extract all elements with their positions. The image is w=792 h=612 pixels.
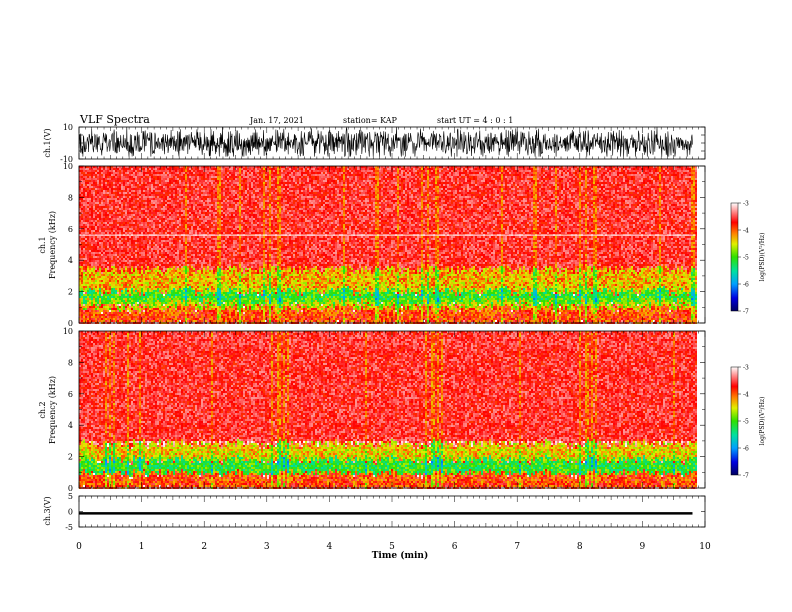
ch1-spectrogram-ytick-label: 2 xyxy=(68,288,73,297)
ch1-colorbar-tick-label: -7 xyxy=(743,309,749,316)
ch2-spectrogram-image xyxy=(79,331,697,489)
ch2-spectrogram-ytick-label: 2 xyxy=(68,453,73,462)
ch1-spectrogram-ytick-label: 8 xyxy=(68,193,73,202)
ch1-spectrogram-image xyxy=(79,166,697,324)
ch1-spectrogram-ylabel: Frequency (kHz) xyxy=(48,211,57,279)
ch2-colorbar-label: log(PSD)(V²/Hz) xyxy=(759,397,766,446)
time-tick-label: 7 xyxy=(514,542,520,552)
ch2-spectrogram-ytick-label: 10 xyxy=(63,327,73,336)
time-tick-label: 6 xyxy=(452,542,458,552)
ch2-colorbar xyxy=(731,367,738,475)
time-tick-label: 9 xyxy=(640,542,646,552)
ch1-waveform-ytick-label: 10 xyxy=(63,123,73,132)
ch1-colorbar xyxy=(731,203,738,311)
ch3-waveform-ylabel: ch.3(V) xyxy=(43,496,52,525)
ch2-spectrogram-ytick-label: 6 xyxy=(68,390,73,399)
ch2-colorbar-tick-label: -5 xyxy=(743,419,749,426)
ch2-channel-label: ch.2 xyxy=(38,401,47,418)
ch3-waveform-ytick-label: -5 xyxy=(65,523,73,532)
ch1-colorbar-ticks: -3 -4 -5 -6 -7 xyxy=(738,201,749,316)
ch1-waveform-ylabel: ch.1(V) xyxy=(43,128,52,157)
ch2-spectrogram-ylabel: Frequency (kHz) xyxy=(48,376,57,444)
ch2-colorbar-tick-label: -3 xyxy=(743,365,749,372)
ch2-spectrogram-ytick-label: 8 xyxy=(68,358,73,367)
start-time-label: start UT = 4 : 0 : 1 xyxy=(437,116,513,125)
ch1-channel-label: ch.1 xyxy=(38,236,47,253)
date-label: Jan. 17, 2021 xyxy=(249,116,304,125)
ch1-spectrogram-ytick-label: 10 xyxy=(63,162,73,171)
ch1-spectrogram-ytick-label: 6 xyxy=(68,225,73,234)
ch1-spectrogram-ytick-label: 4 xyxy=(68,256,73,265)
ch2-colorbar-tick-label: -7 xyxy=(743,473,749,480)
ch1-waveform-panel: 10-10 ch.1(V) xyxy=(43,123,705,164)
ch3-waveform-trace xyxy=(79,512,692,514)
ch2-colorbar-tick-label: -4 xyxy=(743,392,749,399)
ch2-colorbar-tick-label: -6 xyxy=(743,446,749,453)
time-axis-label: Time (min) xyxy=(372,550,429,561)
time-tick-label: 10 xyxy=(699,542,711,552)
chart-title: VLF Spectra xyxy=(79,113,150,126)
ch1-colorbar-tick-label: -6 xyxy=(743,282,749,289)
ch3-waveform-ytick-label: 5 xyxy=(68,492,73,501)
ch1-colorbar-tick-label: -4 xyxy=(743,228,749,235)
ch2-colorbar-ticks: -3 -4 -5 -6 -7 xyxy=(738,365,749,480)
time-tick-label: 1 xyxy=(139,542,145,552)
ch1-colorbar-tick-label: -3 xyxy=(743,201,749,208)
time-tick-label: 3 xyxy=(264,542,270,552)
time-tick-label: 0 xyxy=(76,542,82,552)
ch1-colorbar-tick-label: -5 xyxy=(743,255,749,262)
station-label: station= KAP xyxy=(343,116,398,125)
ch3-waveform-panel: 5 0 -5 ch.3(V) xyxy=(43,492,705,532)
ch3-waveform-band xyxy=(79,512,692,514)
time-tick-label: 8 xyxy=(577,542,583,552)
ch2-spectrogram-ytick-label: 4 xyxy=(68,421,73,430)
ch3-waveform-ytick-label: 0 xyxy=(68,508,73,517)
ch1-colorbar-label: log(PSD)(V²/Hz) xyxy=(759,233,766,282)
time-tick-label: 2 xyxy=(201,542,207,552)
time-tick-label: 4 xyxy=(327,542,333,552)
